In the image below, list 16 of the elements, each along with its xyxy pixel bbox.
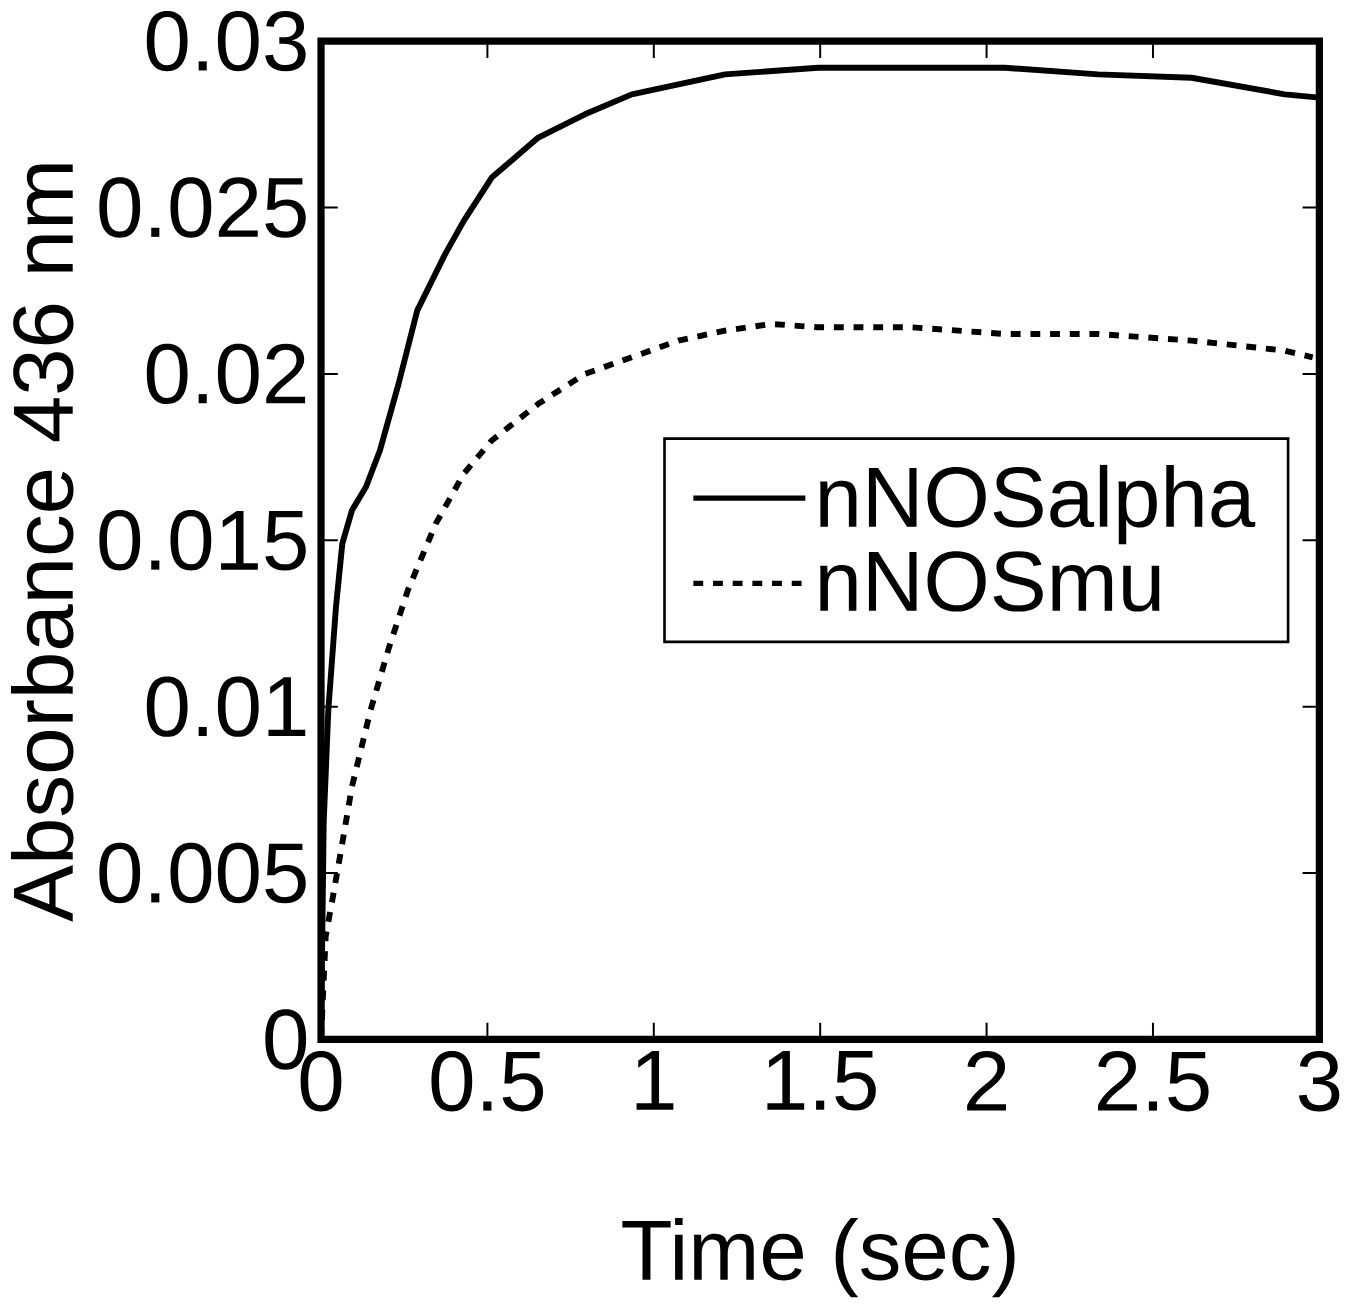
x-axis-title: Time (sec)	[622, 1217, 1015, 1298]
y-tick-label: 0.03	[146, 10, 306, 72]
x-tick-label: 3	[1298, 1050, 1340, 1112]
y-tick-label: 0.02	[146, 343, 306, 404]
x-tick-label: 0.5	[431, 1050, 544, 1112]
y-tick-label: 0.01	[146, 676, 306, 737]
y-axis-title: Absorbance 436 nm	[10, 164, 74, 922]
x-tick-label: 1	[636, 1050, 674, 1110]
x-tick-label: 2	[967, 1050, 1007, 1111]
y-tick-label: 0.005	[99, 842, 306, 904]
legend-label: nNOSmu	[820, 551, 1160, 612]
x-tick-label: 2.5	[1097, 1050, 1209, 1112]
y-tick-label: 0.015	[99, 509, 306, 571]
y-tick-label: 0.025	[99, 177, 306, 238]
legend-label: nNOSalpha	[820, 464, 1256, 545]
x-tick-label: 1.5	[767, 1050, 876, 1111]
